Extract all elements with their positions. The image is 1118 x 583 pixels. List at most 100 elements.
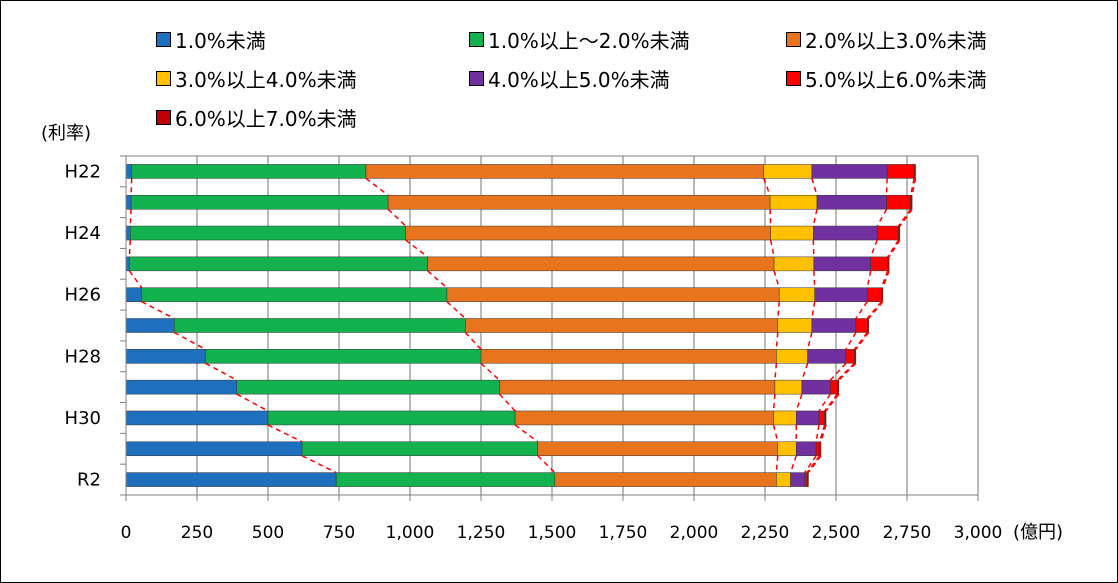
axes: 0 250 500 750 1,000 1,250 1,500 1,750 2,000 2,250…	[65, 155, 1003, 543]
bar-segment	[129, 256, 428, 272]
y-tick-label: H26	[65, 285, 101, 306]
connector-line	[818, 393, 831, 412]
connector-line	[267, 424, 303, 443]
bar-segment	[763, 164, 813, 179]
bar-segment	[125, 164, 132, 179]
connector-line	[498, 393, 516, 412]
x-tick-label: 1,750	[599, 523, 648, 543]
connector-line	[909, 178, 915, 196]
bar-segment	[830, 379, 838, 395]
bar-segment	[813, 256, 871, 272]
connector-line	[815, 424, 820, 442]
bar-segment	[301, 441, 539, 457]
bar-segment	[465, 318, 779, 333]
connector-line	[887, 239, 900, 258]
x-tick-label: 1,500	[528, 523, 577, 543]
legend-swatch	[469, 32, 484, 47]
bar-segment	[898, 225, 901, 241]
bar-segment	[819, 441, 822, 457]
bar-segment	[125, 194, 132, 210]
connector-line	[829, 362, 847, 381]
connector-line	[836, 362, 855, 381]
connector-line	[789, 455, 797, 473]
connector-line	[464, 331, 482, 350]
connector-line	[804, 455, 817, 474]
connector-line	[795, 393, 803, 412]
connector-line	[866, 270, 872, 288]
bar-segment	[537, 441, 779, 457]
bar-segment	[174, 318, 466, 333]
connector-line	[129, 209, 132, 227]
connector-line	[853, 332, 868, 350]
bar-segment	[910, 194, 913, 210]
connector-line	[775, 455, 779, 473]
bar-segment	[405, 225, 771, 241]
legend-label: 4.0%以上5.0%未満	[488, 68, 670, 92]
connector-line	[855, 301, 868, 319]
legend: 1.0%未満 1.0%以上～2.0%未満 2.0%以上3.0%未満 3.0%以上4.0…	[1, 1, 1117, 141]
x-tick-label: 0	[121, 523, 132, 543]
connector-line	[806, 455, 821, 474]
bar-segment	[769, 194, 818, 210]
connector-line	[205, 362, 238, 381]
bar-segment	[804, 472, 808, 487]
bar-segment	[774, 379, 803, 395]
legend-swatch	[786, 71, 801, 86]
connector-line	[537, 455, 556, 474]
connector-line	[807, 455, 822, 474]
connector-line	[818, 424, 826, 442]
y-tick-label: H24	[65, 223, 101, 244]
connector-line	[514, 424, 539, 443]
bar-segment	[236, 379, 500, 395]
bar-segment	[795, 410, 820, 426]
legend-item: 1.0%以上～2.0%未満	[469, 25, 690, 54]
connector-line	[769, 239, 775, 258]
connector-line	[141, 301, 175, 320]
bar-segment	[881, 287, 884, 302]
legend-item: 2.0%以上3.0%未満	[786, 25, 987, 54]
x-axis-unit-label: (億円)	[1013, 522, 1064, 543]
connector-line	[128, 270, 143, 289]
y-axis-caption: (利率)	[41, 123, 92, 144]
connector-line	[812, 209, 818, 227]
bar-segment	[866, 287, 882, 302]
x-tick-label: 2,750	[883, 523, 932, 543]
connector-line	[772, 424, 779, 442]
bar-segment	[446, 287, 780, 302]
connector-line	[880, 270, 889, 288]
x-tick-label: 2,000	[670, 523, 719, 543]
x-tick-label: 3,000	[954, 523, 1003, 543]
connector-line	[772, 394, 776, 412]
connector-line	[774, 363, 778, 381]
connector-line	[173, 331, 206, 350]
connector-line	[405, 239, 429, 258]
x-tick-label: 2,500	[812, 523, 861, 543]
bar-segment	[886, 194, 911, 210]
bar-segment	[866, 318, 869, 333]
bar-segment	[824, 410, 827, 426]
bar-segment	[816, 194, 887, 210]
bar-segment	[777, 441, 797, 457]
connector-line	[769, 209, 772, 227]
bar-segment	[778, 287, 815, 302]
connector-line	[811, 301, 816, 319]
legend-label: 1.0%未満	[175, 29, 266, 53]
connector-line	[777, 301, 780, 319]
bar-segment	[777, 318, 813, 333]
x-tick-label: 1,250	[457, 523, 506, 543]
bar-segment	[854, 349, 857, 364]
bar-segment	[267, 410, 516, 426]
bar-segment	[818, 410, 825, 426]
connector-line	[911, 178, 917, 196]
bar-segment	[886, 164, 915, 179]
connector-line	[882, 270, 890, 288]
bar-segment	[815, 441, 820, 457]
legend-item: 6.0%以上7.0%未満	[156, 103, 357, 132]
bar-segment	[335, 472, 556, 487]
bar-segment	[125, 256, 130, 272]
y-tick-label: R2	[77, 470, 101, 491]
bar-segment	[770, 225, 814, 241]
bar-segment	[876, 225, 899, 241]
